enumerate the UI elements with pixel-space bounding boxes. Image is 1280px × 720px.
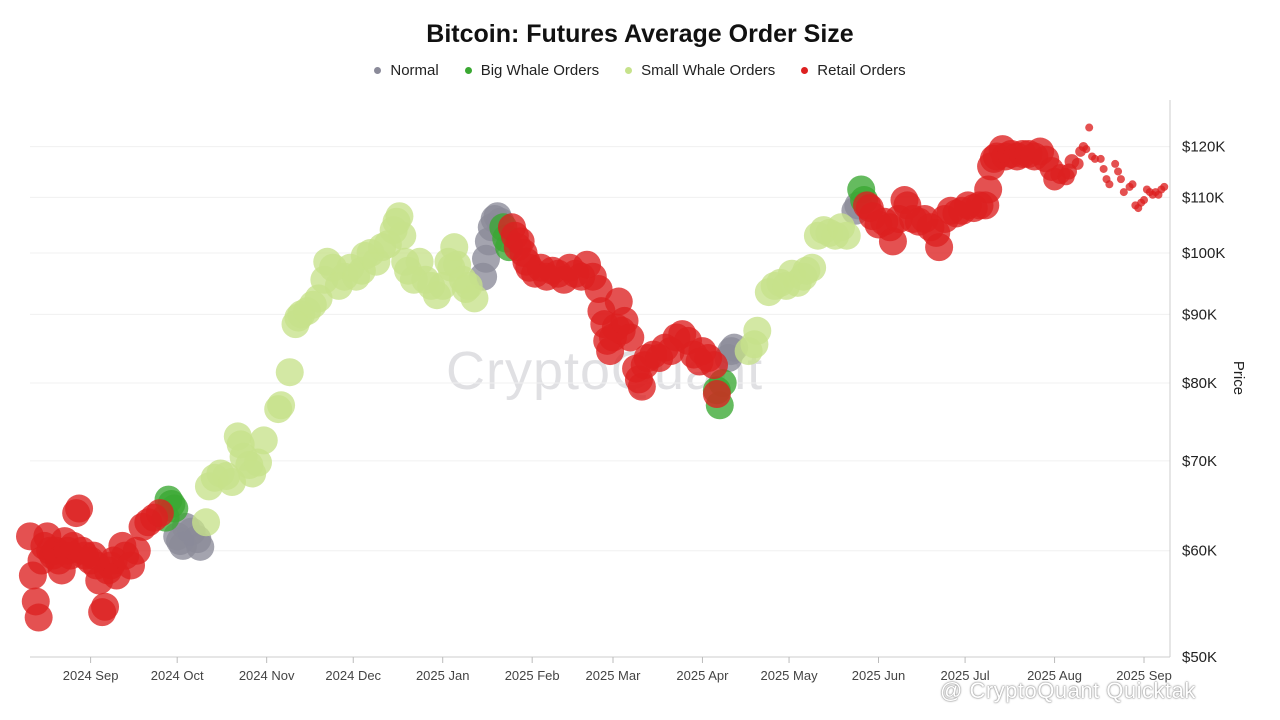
y-tick-label: $80K	[1182, 375, 1217, 392]
legend-dot-icon	[801, 67, 809, 74]
scatter-point-retail-orders	[925, 233, 954, 262]
x-tick-label: 2024 Dec	[325, 668, 381, 683]
scatter-point-small-whale-orders	[267, 391, 296, 420]
legend-label: Retail Orders	[817, 62, 906, 79]
legend-dot-icon	[625, 67, 633, 74]
legend-dot-icon	[464, 67, 472, 74]
scatter-point-retail-orders	[878, 227, 907, 256]
y-tick-label: $70K	[1182, 453, 1217, 470]
y-axis-label: Price	[1230, 361, 1247, 395]
scatter-point-normal	[186, 532, 215, 561]
x-tick-label: 2025 Jul	[941, 668, 990, 683]
scatter-point-retail-orders	[1090, 154, 1099, 163]
x-tick-label: 2025 Jan	[416, 668, 470, 683]
scatter-point-small-whale-orders	[832, 221, 861, 250]
y-tick-label: $100K	[1182, 245, 1225, 262]
scatter-point-retail-orders	[1116, 175, 1125, 184]
scatter-point-small-whale-orders	[798, 253, 827, 282]
legend-dot-icon	[374, 67, 382, 74]
legend-item-normal[interactable]: Normal	[374, 62, 439, 79]
scatter-point-retail-orders	[627, 372, 656, 401]
scatter-point-retail-orders	[1128, 180, 1137, 189]
x-tick-label: 2025 Aug	[1027, 668, 1082, 683]
scatter-point-retail-orders	[1071, 157, 1084, 170]
chart-title: Bitcoin: Futures Average Order Size	[426, 20, 854, 48]
y-tick-label: $120K	[1182, 139, 1225, 156]
scatter-point-retail-orders	[1111, 159, 1120, 168]
scatter-point-retail-orders	[91, 592, 120, 621]
legend: Normal Big Whale Orders Small Whale Orders…	[0, 62, 1280, 79]
scatter-point-retail-orders	[616, 323, 645, 352]
x-tick-label: 2025 May	[760, 668, 818, 683]
legend-label: Big Whale Orders	[480, 62, 600, 79]
legend-item-retail-orders[interactable]: Retail Orders	[801, 62, 906, 79]
scatter-point-retail-orders	[1160, 182, 1169, 191]
scatter-point-retail-orders	[1114, 167, 1123, 176]
scatter-point-small-whale-orders	[192, 508, 221, 537]
scatter-point-small-whale-orders	[244, 448, 272, 477]
scatter-point-small-whale-orders	[249, 426, 278, 455]
scatter-point-retail-orders	[1082, 145, 1091, 154]
scatter-point-retail-orders	[24, 603, 53, 632]
x-tick-label: 2024 Oct	[151, 668, 204, 683]
x-tick-label: 2024 Nov	[239, 668, 295, 683]
x-tick-label: 2025 Feb	[505, 668, 560, 683]
scatter-point-retail-orders	[1119, 188, 1128, 197]
scatter-point-retail-orders	[1105, 180, 1114, 189]
footer-credit: @ CryptoQuant Quicktak	[940, 678, 1196, 703]
legend-item-big-whale-orders[interactable]: Big Whale Orders	[464, 62, 600, 79]
scatter-point-retail-orders	[700, 351, 728, 380]
scatter-point-retail-orders	[584, 275, 613, 304]
scatter-point-small-whale-orders	[388, 221, 417, 250]
y-tick-label: $60K	[1182, 543, 1217, 560]
legend-item-small-whale-orders[interactable]: Small Whale Orders	[625, 62, 775, 79]
x-tick-label: 2025 Jun	[852, 668, 906, 683]
x-tick-label: 2025 Apr	[676, 668, 729, 683]
scatter-point-retail-orders	[974, 175, 1003, 204]
scatter-point-small-whale-orders	[275, 358, 304, 387]
x-tick-label: 2025 Sep	[1116, 668, 1172, 683]
scatter-point-retail-orders	[702, 380, 731, 409]
y-tick-label: $110K	[1182, 189, 1224, 206]
scatter-point-retail-orders	[145, 499, 174, 528]
scatter-point-retail-orders	[1096, 154, 1105, 163]
scatter-point-retail-orders	[65, 494, 94, 523]
scatter-point-retail-orders	[1085, 123, 1094, 132]
scatter-point-small-whale-orders	[743, 316, 772, 345]
y-tick-label: $90K	[1182, 306, 1217, 323]
x-tick-label: 2024 Sep	[63, 668, 119, 683]
y-tick-label: $50K	[1182, 649, 1217, 666]
scatter-point-retail-orders	[1099, 164, 1108, 173]
scatter-point-retail-orders	[122, 536, 151, 565]
legend-label: Normal	[390, 62, 439, 79]
scatter-point-small-whale-orders	[460, 284, 489, 313]
scatter-point-retail-orders	[1140, 196, 1149, 205]
legend-label: Small Whale Orders	[641, 62, 776, 79]
x-tick-label: 2025 Mar	[586, 668, 642, 683]
